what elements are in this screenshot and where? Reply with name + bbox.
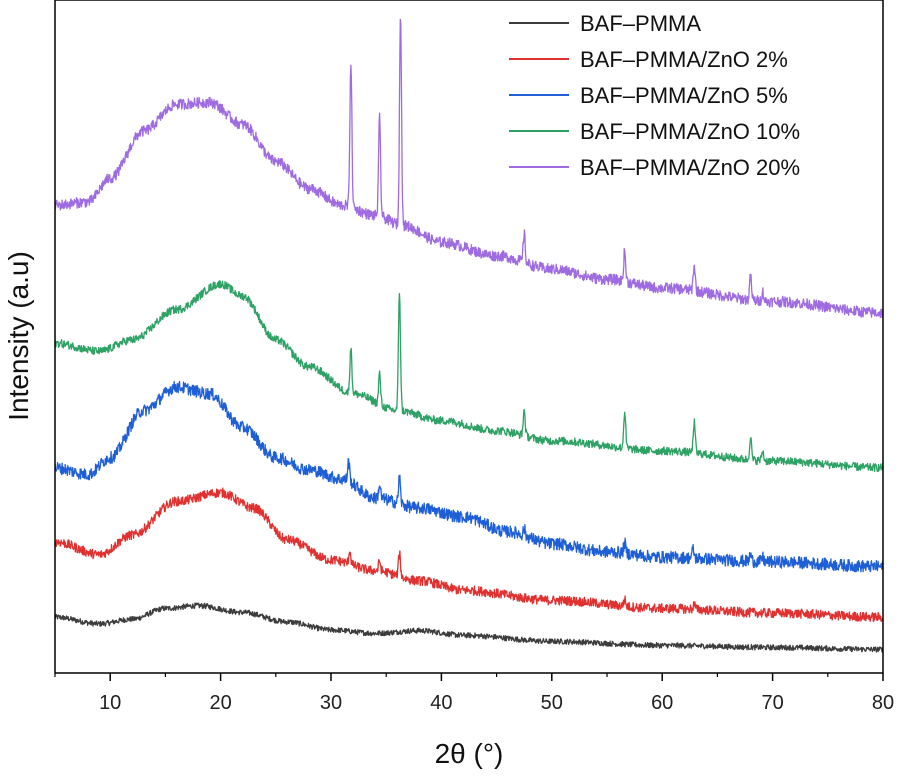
series-line-4 — [54, 280, 884, 473]
legend: BAF–PMMA BAF–PMMA/ZnO 2% BAF–PMMA/ZnO 5% BA… — [509, 11, 800, 180]
x-tick-label: 20 — [209, 692, 231, 714]
legend-label: BAF–PMMA/ZnO 10% — [580, 119, 800, 144]
plot-frame — [54, 0, 884, 674]
x-tick-label: 60 — [651, 692, 673, 714]
series-line-5 — [54, 18, 884, 319]
series-line-1 — [54, 602, 884, 653]
x-tick-label: 50 — [541, 692, 563, 714]
x-axis-ticks: 10 20 30 40 50 60 70 80 — [54, 673, 894, 714]
legend-label: BAF–PMMA/ZnO 5% — [580, 83, 788, 108]
x-tick-label: 80 — [872, 692, 894, 714]
x-tick-label: 10 — [99, 692, 121, 714]
x-tick-label: 30 — [320, 692, 342, 714]
x-tick-label: 70 — [761, 692, 783, 714]
series-line-2 — [54, 487, 884, 623]
legend-label: BAF–PMMA — [580, 11, 701, 36]
x-axis-title: 2θ (°) — [435, 738, 504, 769]
legend-label: BAF–PMMA/ZnO 20% — [580, 155, 800, 180]
x-tick-label: 40 — [430, 692, 452, 714]
series-lines — [54, 18, 884, 653]
series-line-3 — [54, 380, 884, 573]
legend-label: BAF–PMMA/ZnO 2% — [580, 47, 788, 72]
y-axis-title: Intensity (a.u) — [3, 251, 34, 421]
